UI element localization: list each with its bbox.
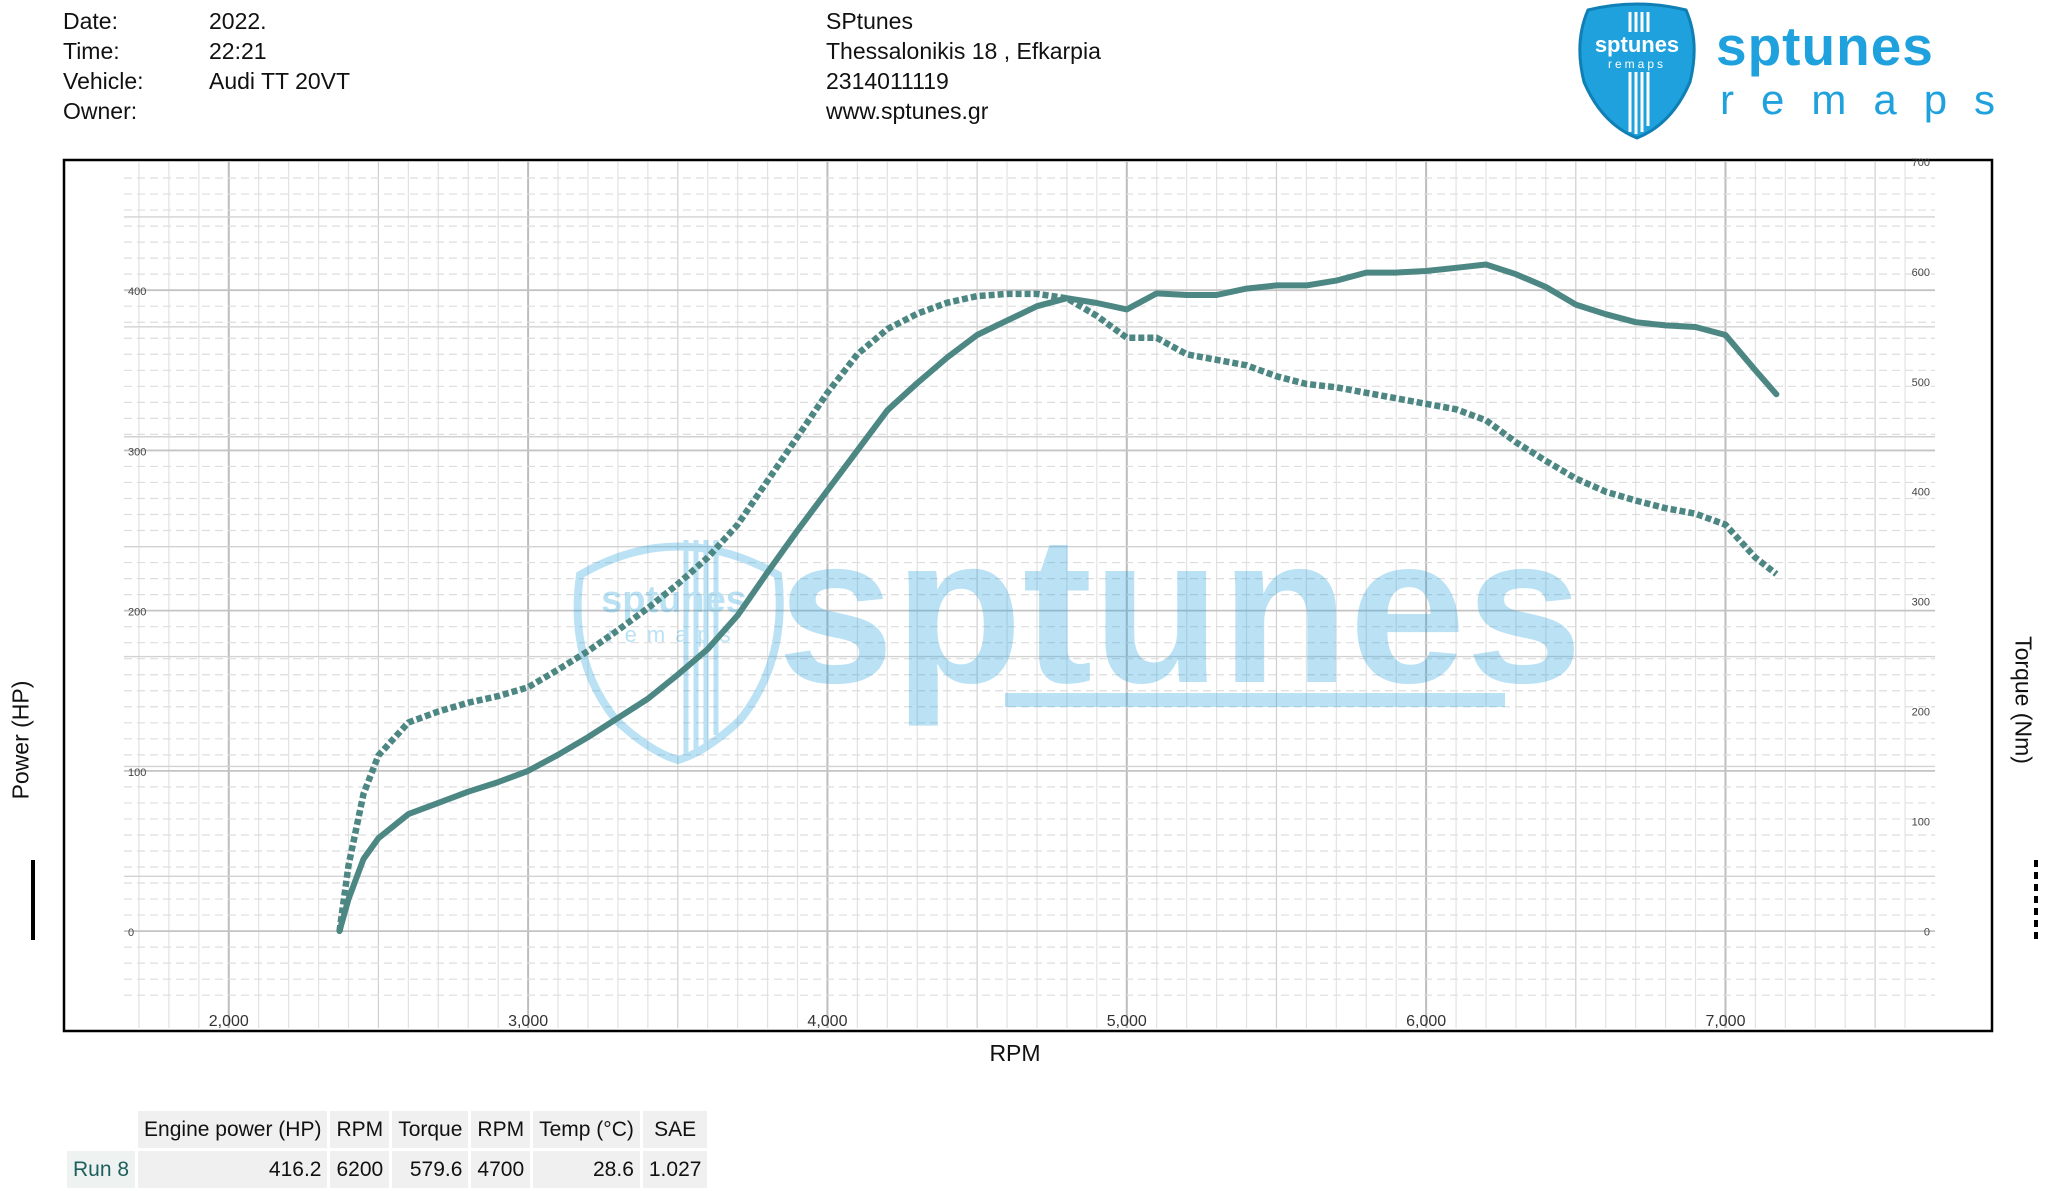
y-axis-label-torque: Torque (Nm) [2010,636,2037,764]
power-series-line [336,261,1780,935]
vehicle-label: Vehicle: [63,68,144,94]
vehicle-value: Audi TT 20VT [209,68,351,94]
grid-lines [124,162,1935,1028]
watermark-underline [1005,693,1505,707]
y2-tick-label: 600 [1912,267,1930,279]
logo-mark-word: sptunes [1595,32,1679,57]
results-header-temp: Temp (°C) [533,1111,640,1148]
run-power: 416.2 [138,1151,328,1188]
results-table: Engine power (HP) RPM Torque RPM Temp (°… [64,1108,710,1191]
results-header-power: Engine power (HP) [138,1111,328,1148]
y2-tick-label: 200 [1912,707,1930,719]
y2-tick-label: 300 [1912,597,1930,609]
watermark-shield-icon [573,542,784,765]
results-header-rpm: RPM [330,1111,390,1148]
date-value: 2022. [209,8,267,34]
shop-name: SPtunes [826,8,913,34]
owner-label: Owner: [63,98,138,124]
x-axis-label: RPM [989,1040,1041,1066]
legend-dashed-line [2034,860,2038,940]
results-header-blank [67,1111,135,1148]
header-values: 2022. 22:21 Audi TT 20VT [209,6,350,126]
run-torque-rpm: 4700 [471,1151,531,1188]
results-header-rpm2: RPM [471,1111,531,1148]
y2-tick-label: 500 [1912,377,1930,389]
torque-series-line [336,290,1779,932]
y2-tick-label: 100 [1912,816,1930,828]
y-tick-label: 400 [128,286,146,298]
logo-word-sptunes: sptunes [1716,15,1934,77]
series-lines [336,261,1780,935]
sptunes-logo: sptunes remaps sptunes remaps [1572,2,1995,142]
logo-word-remaps: remaps [1720,76,2023,123]
y-tick-label: 200 [128,607,146,619]
y2-tick-label: 700 [1912,157,1930,169]
run-name[interactable]: Run 8 [67,1151,136,1188]
shop-info: SPtunes Thessalonikis 18 , Efkarpia 2314… [826,6,1101,126]
x-tick-label: 7,000 [1705,1013,1745,1030]
x-tick-label: 3,000 [508,1013,548,1030]
y2-tick-label: 400 [1912,487,1930,499]
y2-tick-label: 0 [1924,926,1930,938]
watermark: sptunes remaps sptunes [573,492,1583,765]
watermark-text: sptunes [777,492,1582,727]
watermark-mark-word: sptunes [601,579,747,621]
legend-solid-line [31,860,35,940]
results-header-row: Engine power (HP) RPM Torque RPM Temp (°… [67,1111,708,1148]
run-sae: 1.027 [642,1151,708,1188]
date-label: Date: [63,8,118,34]
y-tick-label: 300 [128,446,146,458]
shop-address: Thessalonikis 18 , Efkarpia [826,38,1101,64]
run-torque: 579.6 [392,1151,469,1188]
shop-web: www.sptunes.gr [826,98,989,124]
table-row[interactable]: Run 8 416.2 6200 579.6 4700 28.6 1.027 [67,1151,708,1188]
results-header-torque: Torque [392,1111,469,1148]
x-tick-label: 6,000 [1406,1013,1446,1030]
y-tick-label: 0 [128,927,134,939]
x-tick-label: 4,000 [807,1013,847,1030]
plot-frame [62,158,1994,1033]
x-tick-label: 2,000 [209,1013,249,1030]
axes: 2,000 3,000 4,000 5,000 6,000 7,000 0 100 200 300… [128,157,1930,1030]
shop-phone: 2314011119 [826,68,949,94]
time-label: Time: [63,38,120,64]
time-value: 22:21 [209,38,267,64]
y-tick-label: 100 [128,767,146,779]
results-header-sae: SAE [642,1111,708,1148]
run-temp: 28.6 [533,1151,640,1188]
logo-mark-sub: remaps [1608,57,1666,71]
shield-logo-icon: sptunes remaps [1578,2,1696,140]
x-tick-label: 5,000 [1107,1013,1147,1030]
y-axis-label-power: Power (HP) [7,680,34,800]
run-power-rpm: 6200 [330,1151,390,1188]
header-labels: Date: Time: Vehicle: Owner: [63,6,144,126]
